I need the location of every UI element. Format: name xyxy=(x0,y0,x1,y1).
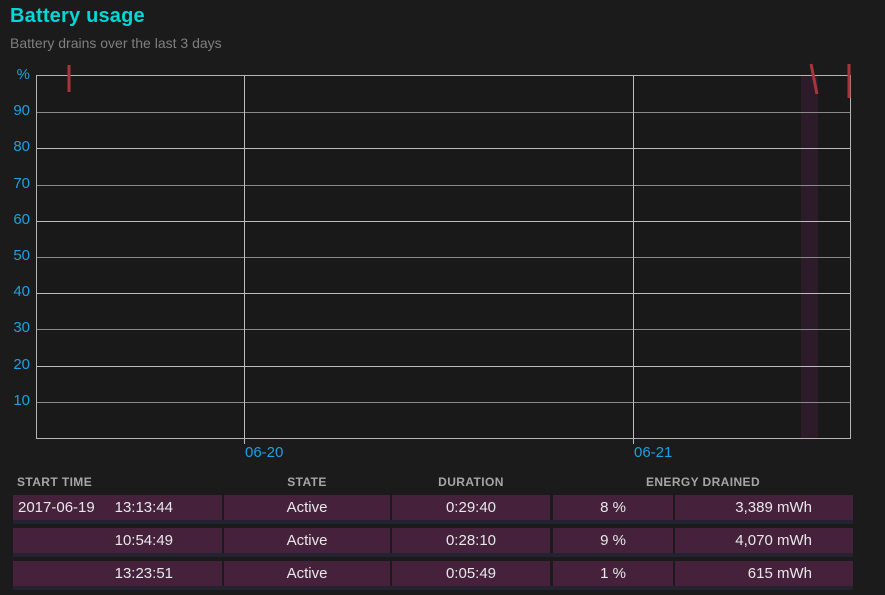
start-time: 13:13:44 xyxy=(114,499,173,516)
x-tick-label: 06-20 xyxy=(244,444,284,461)
header-start-time: START TIME xyxy=(17,475,93,489)
cell-percent: 9 % xyxy=(553,528,673,553)
table-body: 2017-06-19 13:13:44 Active 0:29:40 8 % 3… xyxy=(13,495,853,586)
y-tick-label: 30 xyxy=(13,319,30,337)
y-tick-label: 80 xyxy=(13,138,30,156)
header-duration: DURATION xyxy=(438,475,504,489)
gridline-horizontal xyxy=(37,220,850,222)
cell-duration: 0:28:10 xyxy=(392,528,550,553)
cell-start-time: 13:23:51 xyxy=(13,561,222,586)
cell-state: Active xyxy=(224,528,390,553)
y-tick-label: 70 xyxy=(13,174,30,192)
gridline-horizontal xyxy=(37,365,850,367)
gridline-horizontal xyxy=(37,329,850,331)
cell-duration: 0:05:49 xyxy=(392,561,550,586)
y-tick-label: 10 xyxy=(13,391,30,409)
table-row: 10:54:49 Active 0:28:10 9 % 4,070 mWh xyxy=(13,528,853,553)
cell-start-time: 10:54:49 xyxy=(13,528,222,553)
header-energy-drained: ENERGY DRAINED xyxy=(645,475,761,489)
gridline-horizontal xyxy=(37,148,850,150)
gridline-vertical xyxy=(633,76,634,444)
gridline-horizontal xyxy=(37,184,850,186)
cell-energy: 615 mWh xyxy=(675,561,853,586)
table-row: 2017-06-19 13:13:44 Active 0:29:40 8 % 3… xyxy=(13,495,853,520)
gridline-horizontal xyxy=(37,401,850,403)
cell-state: Active xyxy=(224,495,390,520)
cell-percent: 8 % xyxy=(553,495,673,520)
start-time: 10:54:49 xyxy=(114,532,173,549)
y-tick-label: 20 xyxy=(13,355,30,373)
y-tick-label: 60 xyxy=(13,210,30,228)
cell-start-time: 2017-06-19 13:13:44 xyxy=(13,495,222,520)
y-tick-label: 40 xyxy=(13,283,30,301)
page-subtitle: Battery drains over the last 3 days xyxy=(10,35,222,51)
battery-drains-table: START TIME STATE DURATION ENERGY DRAINED… xyxy=(13,475,853,594)
start-time: 13:23:51 xyxy=(114,565,173,582)
battery-usage-chart: % 90 80 70 60 50 40 30 20 10 06-20 06-21 xyxy=(0,60,885,465)
table-row: 13:23:51 Active 0:05:49 1 % 615 mWh xyxy=(13,561,853,586)
cell-duration: 0:29:40 xyxy=(392,495,550,520)
y-axis-unit-label: % xyxy=(16,66,30,83)
y-tick-label: 90 xyxy=(13,102,30,120)
report-header: Battery usage Battery drains over the la… xyxy=(10,5,222,51)
gridline-horizontal xyxy=(37,257,850,258)
x-tick-label: 06-21 xyxy=(634,444,673,461)
gridline-horizontal xyxy=(37,112,850,114)
table-header-row: START TIME STATE DURATION ENERGY DRAINED xyxy=(13,475,853,495)
cell-state: Active xyxy=(224,561,390,586)
gridline-horizontal xyxy=(37,293,850,295)
y-axis: % 90 80 70 60 50 40 30 20 10 xyxy=(0,60,30,460)
header-state: STATE xyxy=(287,475,327,489)
cell-energy: 4,070 mWh xyxy=(675,528,853,553)
drain-marks-layer xyxy=(67,63,851,98)
battery-drain-mark xyxy=(809,63,819,95)
gridline-vertical xyxy=(243,76,245,444)
page-title: Battery usage xyxy=(10,5,145,27)
cell-percent: 1 % xyxy=(553,561,673,586)
chart-plot-area xyxy=(36,75,851,444)
start-date: 2017-06-19 xyxy=(18,499,95,516)
cell-energy: 3,389 mWh xyxy=(675,495,853,520)
y-tick-label: 50 xyxy=(13,247,30,264)
